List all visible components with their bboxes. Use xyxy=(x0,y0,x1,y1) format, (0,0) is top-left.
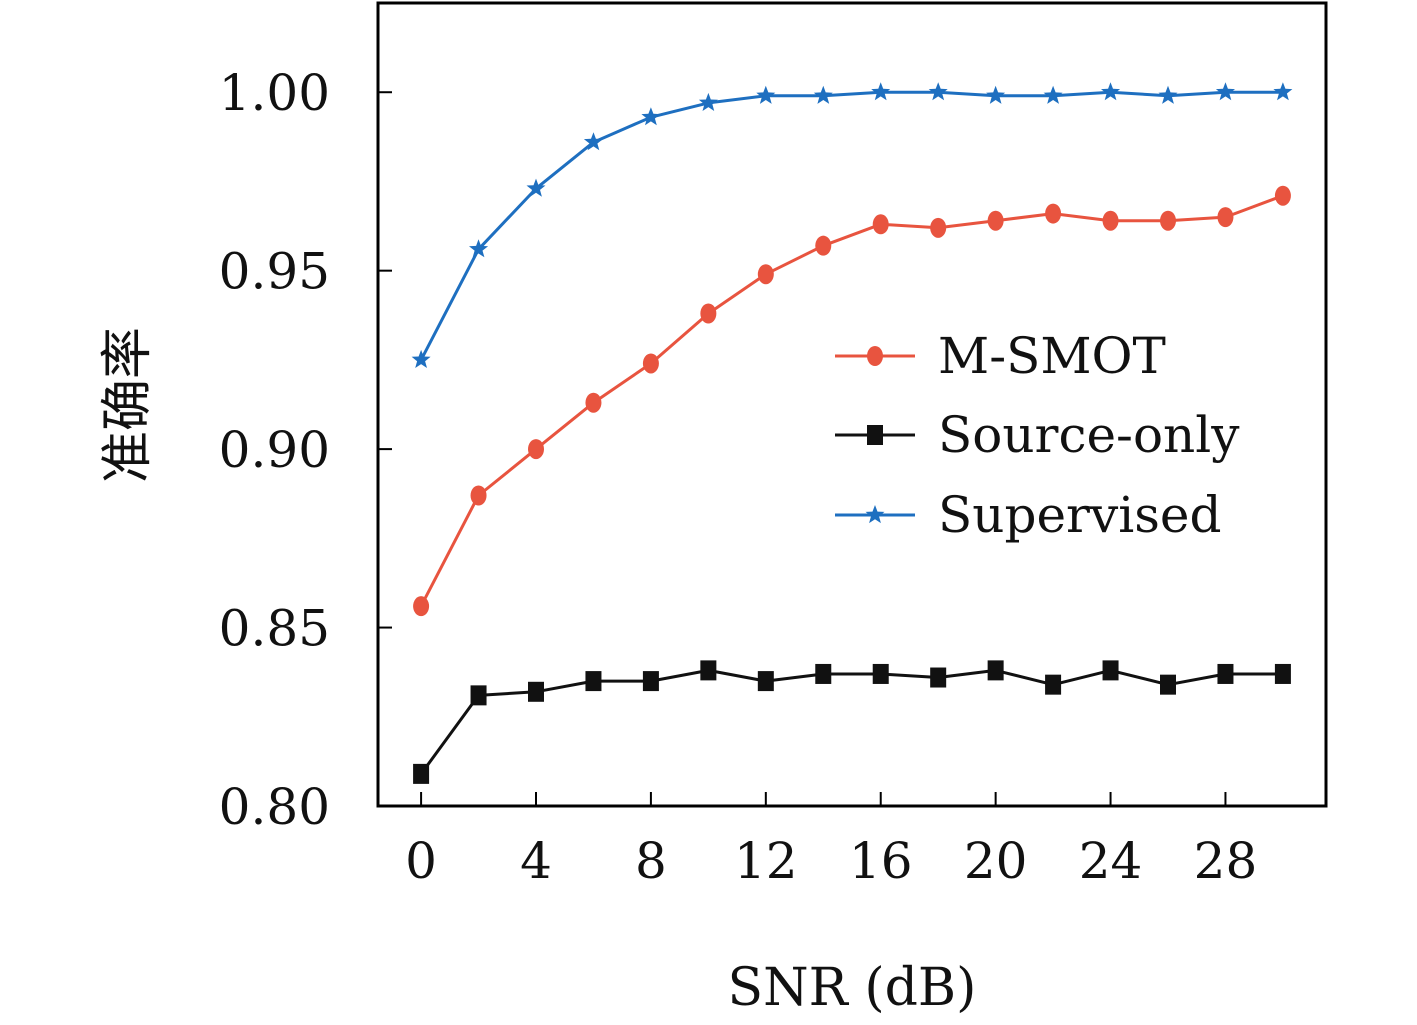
data-point xyxy=(986,85,1006,104)
data-point xyxy=(1045,203,1062,224)
series-line xyxy=(419,194,1284,607)
data-point xyxy=(641,107,661,126)
legend-marker xyxy=(867,346,883,366)
data-point xyxy=(413,763,430,784)
legend-item: Source-only xyxy=(835,406,1240,464)
plot-frame xyxy=(376,1,1328,808)
data-point xyxy=(528,681,544,702)
data-point xyxy=(928,82,948,101)
x-tick-label: 12 xyxy=(734,832,798,890)
legend-label: M-SMOT xyxy=(938,327,1166,385)
data-point xyxy=(1102,210,1119,231)
legend-item: M-SMOT xyxy=(835,327,1166,385)
x-tick-label: 4 xyxy=(520,832,552,890)
x-axis-label: SNR (dB) xyxy=(728,958,977,1018)
data-point xyxy=(1274,663,1291,684)
data-point xyxy=(1158,85,1178,104)
y-tick-label: 0.95 xyxy=(219,243,330,301)
data-point xyxy=(469,239,489,258)
data-point xyxy=(411,349,431,368)
data-point xyxy=(756,85,776,104)
data-point xyxy=(930,217,947,238)
data-point xyxy=(815,235,832,256)
data-point xyxy=(1217,663,1234,684)
data-point xyxy=(1217,207,1234,228)
data-point xyxy=(872,214,889,235)
series-layer xyxy=(411,82,1293,784)
legend-marker xyxy=(865,505,885,524)
data-point xyxy=(585,392,602,413)
axis-layer: 0 4 8 12 16 20 24 28 0.80 0.85 0.90 0.95 1.00 xyxy=(219,64,1258,890)
data-point xyxy=(813,85,833,104)
data-point xyxy=(528,439,544,460)
data-point xyxy=(583,132,603,151)
series-source-only xyxy=(413,660,1291,784)
data-point xyxy=(987,210,1004,231)
data-point xyxy=(757,264,774,285)
series-m-smot xyxy=(413,185,1291,617)
data-point xyxy=(698,92,718,111)
data-point xyxy=(700,660,717,681)
data-point xyxy=(413,596,430,617)
legend: M-SMOT Source-only Supervised xyxy=(835,327,1240,544)
y-tick-label: 0.90 xyxy=(219,421,330,479)
data-point xyxy=(1273,82,1293,101)
data-point xyxy=(1101,82,1121,101)
data-point xyxy=(526,178,546,197)
data-point xyxy=(871,82,891,101)
data-point xyxy=(642,353,659,374)
data-point xyxy=(1160,674,1176,695)
data-point xyxy=(1160,210,1176,231)
data-point xyxy=(642,671,659,692)
x-tick-label: 8 xyxy=(635,832,667,890)
data-point xyxy=(930,667,947,688)
legend-label: Supervised xyxy=(938,486,1221,544)
y-axis-label: 准确率 xyxy=(98,327,158,483)
data-point xyxy=(987,660,1004,681)
data-point xyxy=(815,663,832,684)
y-tick-label: 0.85 xyxy=(219,600,330,658)
data-point xyxy=(585,671,602,692)
series-line xyxy=(419,90,1283,361)
data-point xyxy=(470,685,487,706)
data-point xyxy=(700,303,717,324)
data-point xyxy=(1274,185,1291,206)
legend-marker xyxy=(867,425,883,445)
y-tick-label: 1.00 xyxy=(219,64,330,122)
legend-item: Supervised xyxy=(835,486,1221,544)
data-point xyxy=(1043,85,1063,104)
x-tick-label: 24 xyxy=(1079,832,1143,890)
legend-label: Source-only xyxy=(938,406,1240,464)
x-tick-label: 20 xyxy=(964,832,1028,890)
series-line xyxy=(419,668,1283,775)
data-point xyxy=(470,485,487,506)
data-point xyxy=(1215,82,1235,101)
x-tick-label: 0 xyxy=(405,832,437,890)
x-tick-label: 28 xyxy=(1194,832,1258,890)
series-supervised xyxy=(411,82,1293,368)
data-point xyxy=(1045,674,1062,695)
data-point xyxy=(872,663,889,684)
data-point xyxy=(757,671,774,692)
y-tick-label: 0.80 xyxy=(219,778,330,836)
x-tick-label: 16 xyxy=(849,832,913,890)
data-point xyxy=(1102,660,1119,681)
